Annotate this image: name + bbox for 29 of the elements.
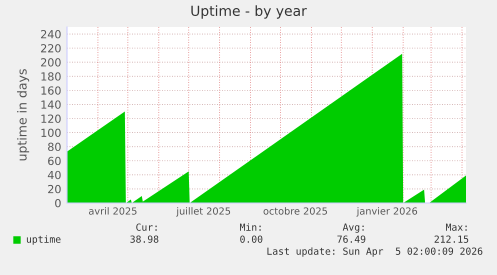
x-tick-label: juillet 2025 <box>176 207 230 217</box>
legend-label: uptime <box>26 235 61 245</box>
y-tick-label: 0 <box>55 198 61 208</box>
y-tick-label: 140 <box>41 100 61 109</box>
x-tick-label: avril 2025 <box>88 207 137 215</box>
text: 212.15 <box>434 235 468 243</box>
text: 38.98 <box>130 235 158 243</box>
text: 76.49 <box>337 235 366 243</box>
y-tick-label: 160 <box>41 86 61 95</box>
y-axis-title: uptime in days <box>17 69 30 160</box>
y-tick-label: 120 <box>41 114 61 123</box>
y-tick-label: 200 <box>41 58 61 67</box>
y-tick-label: 40 <box>48 170 61 180</box>
x-tick-label: janvier 2026 <box>356 207 418 217</box>
y-tick-label: 100 <box>41 128 61 137</box>
y-tick-label: 20 <box>48 184 61 194</box>
y-tick-label: 180 <box>41 72 61 81</box>
text: Max: <box>446 224 467 231</box>
text: Last update: Sun Apr 5 02:00:09 2026 <box>267 247 482 257</box>
chart-title: Uptime - by year <box>191 5 307 19</box>
text: 0.00 <box>240 235 262 243</box>
text: Avg: <box>342 224 364 233</box>
x-tick-label: octobre 2025 <box>264 207 327 215</box>
y-tick-label: 60 <box>48 156 61 166</box>
text: Cur: <box>136 223 157 231</box>
y-tick-label: 220 <box>41 44 61 52</box>
y-tick-label: 240 <box>41 30 61 38</box>
y-tick-label: 80 <box>48 142 61 152</box>
text: Min: <box>240 223 261 231</box>
